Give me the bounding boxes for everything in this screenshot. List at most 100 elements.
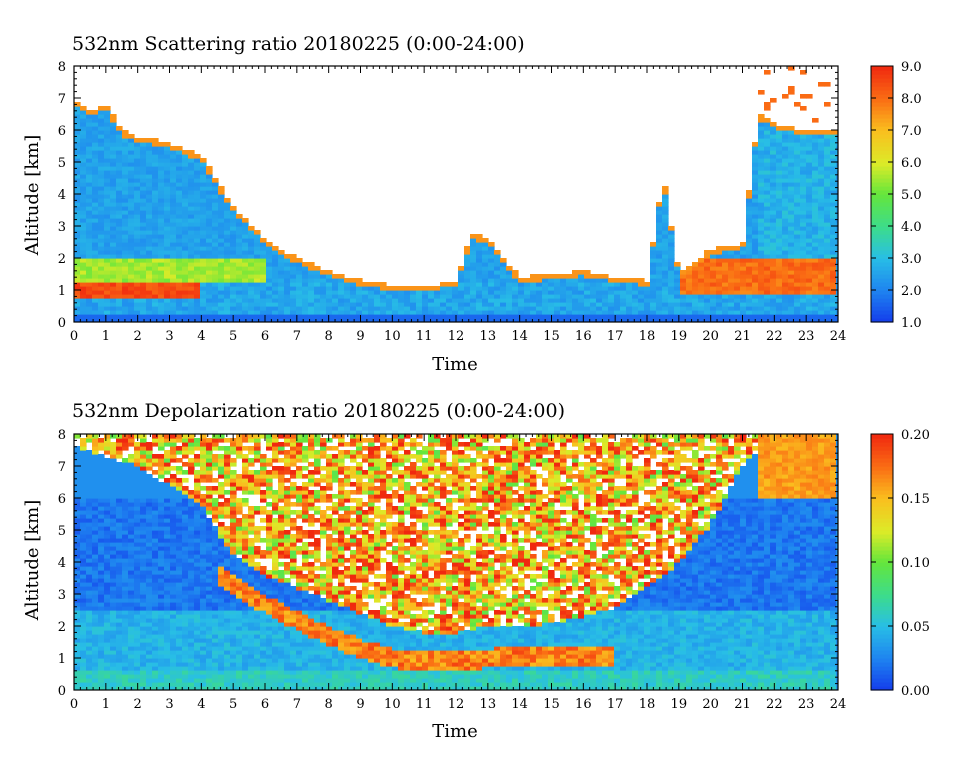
- heatmap-cell: [74, 462, 81, 467]
- heatmap-cell: [218, 306, 225, 311]
- heatmap-cell: [152, 518, 159, 523]
- heatmap-cell: [836, 178, 838, 183]
- heatmap-cell: [200, 214, 207, 219]
- heatmap-cell: [164, 286, 171, 291]
- heatmap-cell: [656, 282, 663, 287]
- heatmap-cell: [110, 626, 117, 631]
- heatmap-cell: [158, 542, 165, 547]
- heatmap-cell: [140, 542, 147, 547]
- heatmap-cell: [104, 282, 111, 287]
- heatmap-cell: [770, 294, 777, 299]
- heatmap-cell: [146, 242, 153, 247]
- heatmap-cell: [134, 458, 141, 463]
- heatmap-cell: [158, 510, 165, 515]
- heatmap-cell: [116, 126, 123, 131]
- heatmap-cell: [656, 222, 663, 227]
- heatmap-cell: [824, 82, 831, 87]
- heatmap-cell: [176, 286, 183, 291]
- heatmap-cell: [392, 310, 399, 315]
- heatmap-cell: [92, 178, 99, 183]
- heatmap-cell: [80, 218, 87, 223]
- heatmap-cell: [614, 290, 621, 295]
- heatmap-cell: [278, 314, 285, 319]
- heatmap-cell: [374, 294, 381, 299]
- heatmap-cell: [104, 470, 111, 475]
- heatmap-cell: [134, 278, 141, 283]
- heatmap-cell: [86, 310, 93, 315]
- heatmap-cell: [326, 306, 333, 311]
- heatmap-cell: [782, 138, 789, 143]
- heatmap-cell: [212, 230, 219, 235]
- heatmap-cell: [98, 294, 105, 299]
- heatmap-cell: [74, 290, 81, 295]
- heatmap-cell: [290, 314, 297, 319]
- heatmap-cell: [104, 262, 111, 267]
- heatmap-cell: [800, 250, 807, 255]
- heatmap-cell: [146, 230, 153, 235]
- heatmap-cell: [806, 182, 813, 187]
- heatmap-cell: [140, 538, 147, 543]
- heatmap-cell: [176, 438, 183, 443]
- heatmap-cell: [128, 222, 135, 227]
- heatmap-cell: [116, 478, 123, 483]
- heatmap-cell: [812, 318, 819, 322]
- heatmap-cell: [92, 602, 99, 607]
- heatmap-cell: [296, 318, 303, 322]
- heatmap-cell: [122, 506, 129, 511]
- heatmap-cell: [170, 226, 177, 231]
- heatmap-cell: [92, 130, 99, 135]
- heatmap-cell: [98, 518, 105, 523]
- heatmap-cell: [248, 254, 255, 259]
- heatmap-cell: [458, 298, 465, 303]
- heatmap-cell: [86, 278, 93, 283]
- heatmap-cell: [236, 274, 243, 279]
- heatmap-cell: [176, 230, 183, 235]
- heatmap-cell: [128, 178, 135, 183]
- heatmap-cell: [110, 518, 117, 523]
- heatmap-cell: [380, 314, 387, 319]
- heatmap-cell: [458, 282, 465, 287]
- heatmap-cell: [134, 442, 141, 447]
- heatmap-cell: [98, 266, 105, 271]
- heatmap-cell: [158, 506, 165, 511]
- heatmap-cell: [86, 634, 93, 639]
- colorbar-segment: [871, 94, 893, 99]
- heatmap-cell: [116, 266, 123, 271]
- heatmap-cell: [98, 146, 105, 151]
- heatmap-cell: [386, 314, 393, 319]
- heatmap-cell: [98, 618, 105, 623]
- heatmap-cell: [116, 198, 123, 203]
- heatmap-cell: [134, 474, 141, 479]
- heatmap-cell: [134, 282, 141, 287]
- heatmap-cell: [158, 670, 165, 675]
- heatmap-cell: [188, 550, 195, 555]
- heatmap-cell: [182, 162, 189, 167]
- heatmap-cell: [230, 310, 237, 315]
- heatmap-cell: [128, 230, 135, 235]
- heatmap-cell: [134, 238, 141, 243]
- heatmap-cell: [272, 254, 279, 259]
- heatmap-cell: [74, 554, 81, 559]
- heatmap-cell: [188, 198, 195, 203]
- heatmap-cell: [590, 294, 597, 299]
- heatmap-cell: [632, 298, 639, 303]
- heatmap-cell: [152, 638, 159, 643]
- heatmap-cell: [152, 226, 159, 231]
- heatmap-cell: [542, 302, 549, 307]
- heatmap-cell: [98, 470, 105, 475]
- heatmap-cell: [488, 246, 495, 251]
- heatmap-cell: [752, 194, 759, 199]
- heatmap-cell: [74, 578, 81, 583]
- heatmap-cell: [98, 290, 105, 295]
- heatmap-cell: [800, 170, 807, 175]
- heatmap-cell: [194, 674, 201, 679]
- heatmap-cell: [728, 266, 735, 271]
- heatmap-cell: [134, 246, 141, 251]
- heatmap-cell: [74, 658, 81, 663]
- x-tick-label: 13: [480, 329, 497, 344]
- heatmap-cell: [296, 294, 303, 299]
- heatmap-cell: [506, 282, 513, 287]
- heatmap-cell: [722, 270, 729, 275]
- heatmap-cell: [578, 286, 585, 291]
- heatmap-cell: [80, 170, 87, 175]
